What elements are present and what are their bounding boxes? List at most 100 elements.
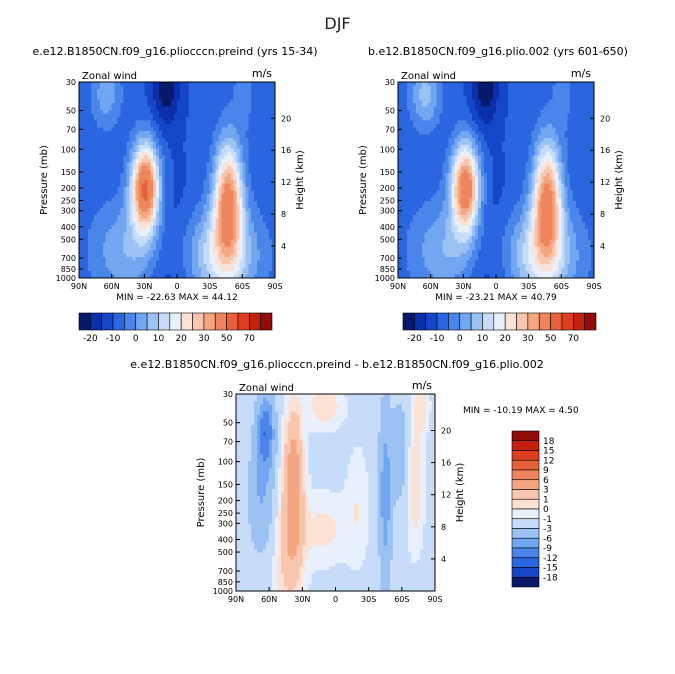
colorbar-label: -1 bbox=[543, 515, 552, 525]
height-tick-label: 20 bbox=[441, 426, 451, 435]
y-tick-label: 250 bbox=[61, 197, 76, 206]
colorbar-label: 9 bbox=[543, 466, 549, 476]
colorbar-box bbox=[511, 498, 540, 510]
colorbar-label: 70 bbox=[568, 334, 580, 344]
height-tick-label: 4 bbox=[441, 555, 446, 564]
colorbar-label: -6 bbox=[543, 534, 552, 544]
y-tick-label: 500 bbox=[61, 235, 76, 244]
y-tick-label: 250 bbox=[218, 509, 233, 518]
colorbar-label: -9 bbox=[543, 544, 552, 554]
height-tick-label: 20 bbox=[281, 114, 291, 123]
y-axis-label-preind: Pressure (mb) bbox=[39, 145, 50, 215]
x-tick-label: 0 bbox=[174, 282, 179, 291]
field-label-plio: Zonal wind bbox=[401, 71, 456, 82]
colorbar-box bbox=[203, 312, 216, 331]
x-tick-label: 90S bbox=[267, 282, 282, 291]
y-tick-label: 400 bbox=[61, 223, 76, 232]
panel-diff: 305070100150200250300400500700850100090N… bbox=[130, 358, 579, 604]
colorbar-label: 15 bbox=[543, 447, 554, 457]
panel-title-diff: e.e12.B1850CN.f09_g16.pliocccn.preind - … bbox=[130, 358, 543, 371]
colorbar-label: 30 bbox=[522, 334, 534, 344]
colorbar-box bbox=[146, 312, 159, 331]
colorbar-box bbox=[516, 312, 529, 331]
colorbar-label: -20 bbox=[83, 334, 98, 344]
y-tick-label: 100 bbox=[218, 458, 233, 467]
y-tick-label: 100 bbox=[61, 145, 76, 154]
colorbar-box bbox=[511, 489, 540, 500]
x-tick-label: 90N bbox=[228, 595, 244, 604]
height-tick-label: 4 bbox=[281, 242, 286, 251]
colorbar-box bbox=[482, 312, 495, 331]
contour-fill-diff bbox=[236, 394, 436, 592]
colorbar-box bbox=[226, 312, 239, 331]
panel-title-preind: e.e12.B1850CN.f09_g16.pliocccn.preind (y… bbox=[32, 45, 317, 58]
x-tick-label: 60S bbox=[394, 595, 409, 604]
y-tick-label: 500 bbox=[380, 235, 395, 244]
panel-preind: 305070100150200250300400500700850100090N… bbox=[32, 45, 317, 303]
y-tick-label: 70 bbox=[385, 125, 395, 134]
panel-title-plio: b.e12.B1850CN.f09_g16.plio.002 (yrs 601-… bbox=[368, 45, 628, 58]
colorbar-label: 20 bbox=[499, 334, 511, 344]
y-tick-label: 300 bbox=[61, 207, 76, 216]
x-tick-label: 90N bbox=[390, 282, 406, 291]
colorbar-box bbox=[538, 312, 551, 331]
height-axis-label-plio: Height (km) bbox=[614, 150, 625, 210]
y-tick-label: 850 bbox=[61, 265, 76, 274]
colorbar-box bbox=[414, 312, 427, 331]
height-tick-label: 8 bbox=[600, 210, 605, 219]
y-tick-label: 1000 bbox=[56, 274, 76, 283]
colorbar-box bbox=[561, 312, 574, 331]
height-axis-label-diff: Height (km) bbox=[455, 463, 466, 523]
colorbar-label: -3 bbox=[543, 525, 552, 535]
colorbar-box bbox=[511, 440, 540, 451]
height-axis-label-preind: Height (km) bbox=[295, 150, 306, 210]
colorbar-box bbox=[248, 312, 261, 331]
colorbar-label: 6 bbox=[543, 476, 549, 486]
height-tick-label: 8 bbox=[441, 523, 446, 532]
colorbar-box bbox=[214, 312, 227, 331]
colorbar-box bbox=[260, 312, 273, 331]
colorbar-box bbox=[511, 547, 540, 559]
y-tick-label: 30 bbox=[66, 78, 76, 87]
height-tick-label: 16 bbox=[281, 146, 291, 155]
y-tick-label: 150 bbox=[61, 168, 76, 177]
colorbar-label: 3 bbox=[543, 486, 549, 496]
field-label-preind: Zonal wind bbox=[82, 71, 137, 82]
colorbar-label: 70 bbox=[244, 334, 256, 344]
x-tick-label: 60S bbox=[554, 282, 569, 291]
height-tick-label: 16 bbox=[441, 459, 451, 468]
x-tick-label: 0 bbox=[493, 282, 498, 291]
colorbar-label: -18 bbox=[543, 573, 558, 583]
colorbar-box bbox=[493, 312, 506, 331]
y-tick-label: 700 bbox=[380, 254, 395, 263]
colorbar-label: 18 bbox=[543, 437, 555, 447]
colorbar-label: 0 bbox=[133, 334, 139, 344]
y-tick-label: 70 bbox=[223, 438, 233, 447]
y-tick-label: 70 bbox=[66, 125, 76, 134]
y-tick-label: 100 bbox=[380, 145, 395, 154]
colorbar-box bbox=[402, 312, 415, 331]
colorbar-label: 50 bbox=[545, 334, 557, 344]
x-tick-label: 90S bbox=[586, 282, 601, 291]
y-tick-label: 200 bbox=[380, 184, 395, 193]
figure-title: DJF bbox=[324, 14, 351, 33]
colorbar-label: 0 bbox=[543, 505, 549, 515]
y-tick-label: 500 bbox=[218, 548, 233, 557]
colorbar-label: 30 bbox=[198, 334, 210, 344]
colorbar-box bbox=[192, 312, 205, 331]
y-tick-label: 50 bbox=[66, 107, 76, 116]
y-tick-label: 50 bbox=[385, 107, 395, 116]
colorbar-label: -12 bbox=[543, 554, 558, 564]
colorbar-box bbox=[112, 312, 125, 331]
colorbar-box bbox=[470, 312, 483, 331]
colorbar-label: 20 bbox=[175, 334, 187, 344]
y-tick-label: 30 bbox=[223, 390, 233, 399]
x-tick-label: 30N bbox=[455, 282, 471, 291]
height-tick-label: 12 bbox=[600, 178, 610, 187]
y-tick-label: 700 bbox=[61, 254, 76, 263]
x-tick-label: 60N bbox=[261, 595, 277, 604]
colorbar-label: -10 bbox=[106, 334, 121, 344]
colorbar-box bbox=[511, 430, 540, 442]
